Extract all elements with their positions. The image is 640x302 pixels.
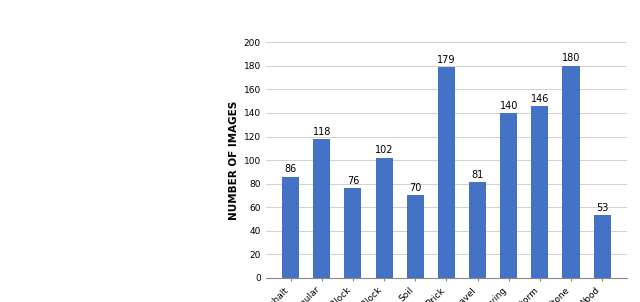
Text: 86: 86 (285, 164, 297, 174)
Bar (313, 139, 330, 278)
Text: 118: 118 (312, 127, 331, 137)
Bar (438, 67, 455, 278)
Bar (563, 66, 580, 278)
Bar (406, 195, 424, 278)
Text: 140: 140 (500, 101, 518, 111)
Bar (500, 113, 517, 278)
Bar (594, 215, 611, 278)
Text: 180: 180 (562, 53, 580, 63)
Bar (376, 158, 393, 278)
Text: 81: 81 (472, 170, 484, 180)
Text: 102: 102 (375, 145, 394, 155)
Y-axis label: NUMBER OF IMAGES: NUMBER OF IMAGES (229, 101, 239, 220)
Bar (531, 106, 548, 278)
Bar (469, 182, 486, 278)
Text: 70: 70 (409, 183, 421, 193)
Bar (282, 177, 299, 278)
Text: 53: 53 (596, 203, 609, 213)
Text: 146: 146 (531, 94, 549, 104)
Text: 179: 179 (437, 55, 456, 65)
Text: 76: 76 (347, 176, 359, 186)
Bar (344, 188, 362, 278)
